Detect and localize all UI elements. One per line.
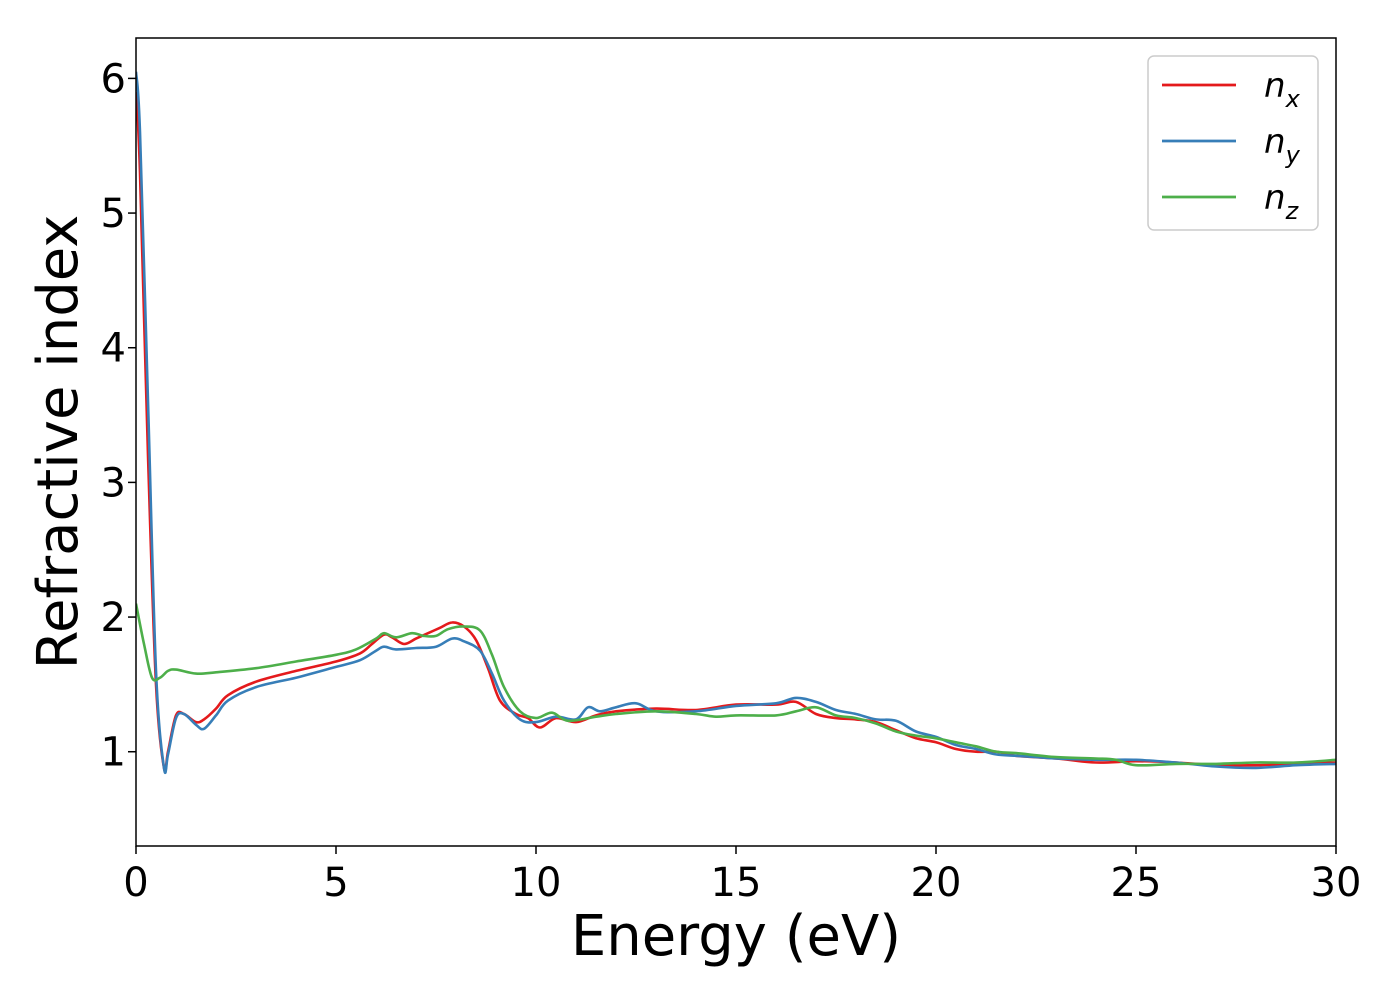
legend-label-subscript: y: [1285, 141, 1301, 169]
y-axis-ticks: 1 2 3 4 5 6: [101, 56, 136, 776]
y-tick-label: 5: [101, 191, 126, 237]
x-tick-label: 5: [323, 860, 348, 906]
y-tick-label: 4: [101, 326, 126, 372]
series-line-nz: [136, 603, 1336, 767]
legend-label-base: n: [1264, 122, 1286, 162]
x-axis-ticks: 0 5 10 15 20 25 30: [123, 846, 1361, 906]
x-tick-label: 15: [711, 860, 762, 906]
series-layer: [136, 71, 1336, 775]
legend-label-nz: nz: [1264, 178, 1300, 225]
y-tick-label: 3: [101, 460, 126, 506]
x-tick-label: 20: [911, 860, 962, 906]
x-tick-label: 25: [1111, 860, 1162, 906]
legend-label-ny: ny: [1264, 122, 1301, 169]
series-line-nx: [136, 91, 1336, 773]
legend-label-subscript: z: [1285, 197, 1300, 225]
legend-box: [1147, 55, 1319, 231]
x-tick-label: 10: [511, 860, 562, 906]
legend-label-nx: nx: [1264, 66, 1301, 113]
x-axis-title: Energy (eV): [571, 904, 901, 969]
y-tick-label: 6: [101, 56, 126, 102]
y-tick-label: 1: [101, 730, 126, 776]
legend-label-subscript: x: [1285, 85, 1301, 113]
x-tick-label: 30: [1311, 860, 1362, 906]
y-tick-label: 2: [101, 595, 126, 641]
legend-label-base: n: [1264, 66, 1286, 106]
x-tick-label: 0: [123, 860, 148, 906]
y-axis-title: Refractive index: [26, 215, 91, 670]
legend-label-base: n: [1264, 178, 1286, 218]
series-line-ny: [136, 71, 1336, 775]
